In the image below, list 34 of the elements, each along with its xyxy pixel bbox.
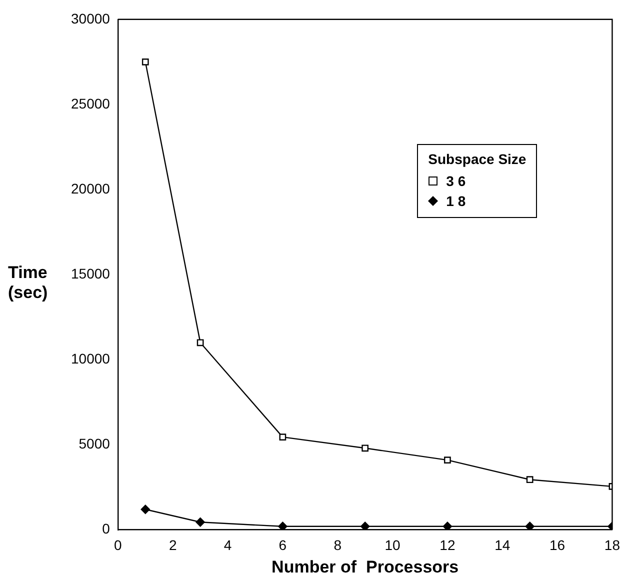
- x-tick-label: 0: [114, 537, 122, 554]
- y-tick-label: 15000: [70, 265, 110, 282]
- y-tick-label: 25000: [70, 95, 110, 112]
- y-tick-label: 20000: [70, 180, 110, 196]
- x-tick-label: 2: [168, 537, 177, 554]
- y-tick-label: 5000: [78, 436, 110, 452]
- x-tick-label: 10: [384, 537, 401, 554]
- legend-label: 3 6: [445, 172, 467, 192]
- legend-label: 1 8: [445, 192, 467, 212]
- point: [142, 58, 149, 66]
- y-axis-title: Time (sec): [8, 263, 49, 303]
- point: [525, 522, 534, 530]
- x-tick-label: 8: [334, 537, 342, 554]
- x-tick-label: 6: [278, 537, 287, 554]
- x-tick-label: 16: [550, 537, 566, 554]
- point: [196, 518, 205, 527]
- x-tick-label: 14: [494, 537, 510, 554]
- x-tick-label: 18: [604, 537, 620, 554]
- y-tick-label: 0: [102, 520, 110, 537]
- point: [360, 522, 370, 530]
- x-axis-title: Number of Processors: [272, 557, 459, 576]
- y-tick-label: 10000: [70, 350, 110, 367]
- x-tick-label: 4: [224, 537, 232, 554]
- point: [279, 434, 286, 441]
- y-tick-label: 30000: [70, 10, 110, 26]
- x-tick-label: 12: [440, 537, 456, 554]
- point: [442, 522, 452, 530]
- point: [140, 504, 150, 514]
- point: [196, 339, 204, 346]
- point: [362, 444, 368, 452]
- legend-title: Subspace Size: [428, 151, 526, 168]
- point: [526, 476, 534, 484]
- point: [278, 522, 288, 530]
- point: [444, 456, 451, 464]
